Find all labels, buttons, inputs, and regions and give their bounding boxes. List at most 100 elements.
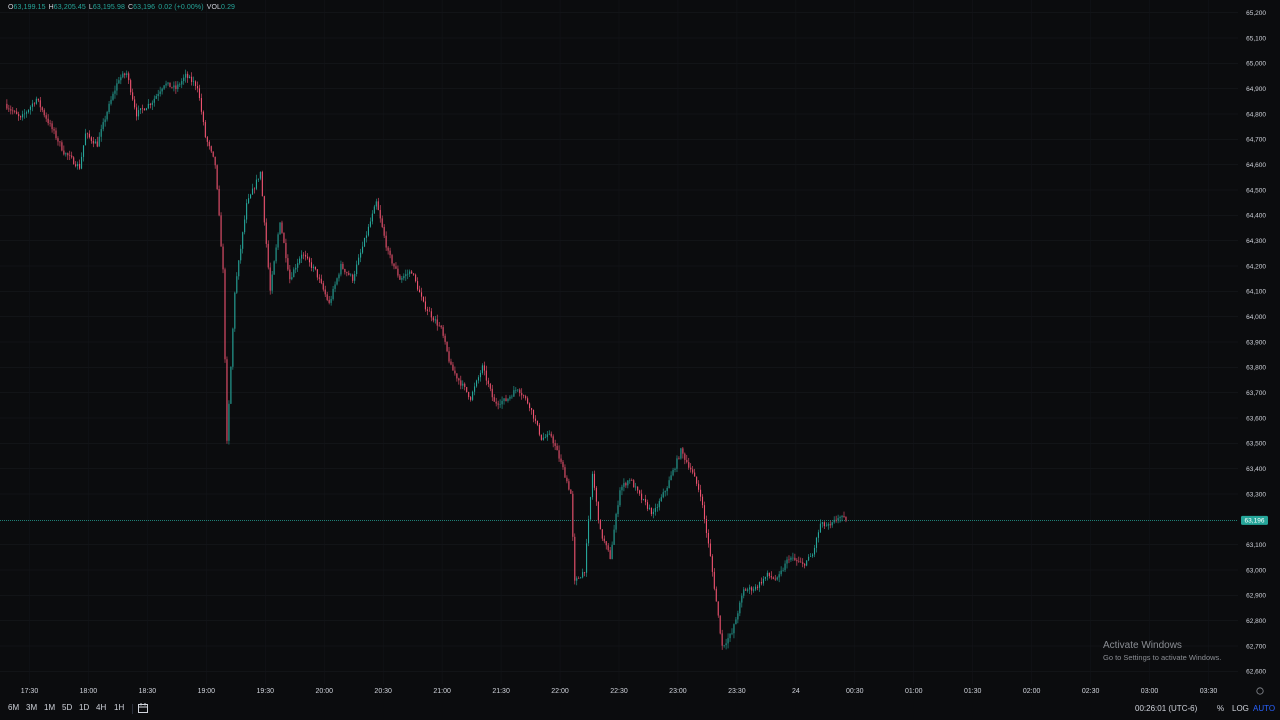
candle-up — [167, 82, 169, 84]
candle-up — [120, 77, 122, 81]
candle-down — [413, 273, 415, 275]
candle-up — [664, 491, 666, 493]
time-tick-label: 01:30 — [964, 688, 982, 695]
candle-down — [385, 235, 387, 248]
candle-up — [106, 112, 108, 120]
candle-down — [686, 459, 688, 463]
time-axis: 17:30 18:00 18:30 19:00 19:30 20:00 20:30 21:00… — [21, 688, 1218, 695]
candle-down — [124, 73, 126, 76]
price-tick-label: 63,400 — [1246, 466, 1266, 473]
candle-up — [546, 434, 548, 438]
candle-down — [267, 243, 269, 268]
axis-settings-icon[interactable] — [1256, 687, 1264, 695]
candle-down — [684, 453, 686, 460]
candle-up — [815, 537, 818, 548]
candle-down — [59, 141, 61, 143]
candle-down — [383, 226, 385, 236]
low-label: L — [88, 4, 93, 11]
calendar-range-icon[interactable] — [137, 702, 149, 714]
price-tick-label: 64,700 — [1246, 137, 1266, 144]
candle-up — [611, 544, 613, 559]
timeframe-1m[interactable]: 1M — [44, 703, 56, 712]
candle-up — [481, 365, 483, 373]
candle-down — [529, 403, 531, 409]
candle-down — [18, 114, 20, 117]
candles — [6, 69, 847, 650]
candle-down — [348, 273, 350, 275]
timeframe-4h[interactable]: 4H — [96, 703, 107, 712]
price-tick-label: 65,000 — [1246, 61, 1266, 68]
time-tick-label: 24 — [792, 688, 800, 695]
bottom-toolbar: 6M 3M 1M 5D 1D 4H 1H 00:26:01 (UTC-6) % … — [0, 700, 1280, 720]
candle-down — [352, 274, 354, 281]
candle-down — [633, 480, 635, 488]
candle-up — [727, 638, 729, 644]
candle-down — [391, 255, 393, 264]
low-value: 63,195.98 — [92, 4, 125, 11]
timeframe-1h[interactable]: 1H — [114, 703, 125, 712]
candle-down — [707, 532, 709, 544]
candle-down — [216, 165, 218, 190]
candle-down — [67, 153, 69, 156]
candle-down — [55, 130, 57, 139]
price-tick-label: 62,600 — [1246, 669, 1266, 676]
open-value: 63,199.15 — [13, 4, 46, 11]
timeframe-5d[interactable]: 5D — [62, 703, 73, 712]
candle-up — [821, 522, 823, 524]
candle-up — [340, 263, 342, 275]
candle-down — [393, 263, 395, 267]
time-tick-label: 01:00 — [905, 688, 923, 695]
timeframe-3m[interactable]: 3M — [26, 703, 38, 712]
candle-up — [279, 222, 281, 235]
candle-up — [151, 102, 153, 105]
candle-up — [778, 574, 780, 578]
candle-down — [646, 502, 649, 509]
price-tick-label: 63,100 — [1246, 542, 1266, 549]
candle-up — [629, 480, 631, 481]
candle-down — [709, 543, 711, 557]
volume-label: VOL — [206, 4, 222, 11]
candle-down — [464, 383, 466, 387]
candle-down — [306, 256, 309, 259]
candle-up — [587, 519, 590, 544]
candle-up — [369, 221, 371, 227]
candle-down — [641, 493, 643, 500]
candle-up — [240, 248, 242, 261]
clock-timezone[interactable]: 00:26:01 (UTC-6) — [1135, 704, 1198, 713]
price-tick-label: 64,100 — [1246, 289, 1266, 296]
candle-up — [24, 113, 26, 115]
candle-down — [444, 335, 446, 342]
candle-up — [576, 578, 578, 581]
candle-up — [336, 278, 338, 285]
candle-down — [194, 81, 197, 87]
candle-down — [16, 111, 18, 115]
auto-scale-toggle[interactable]: AUTO — [1253, 704, 1276, 713]
candle-down — [428, 310, 430, 312]
candle-up — [257, 178, 259, 180]
candle-up — [360, 252, 362, 258]
candle-up — [228, 403, 230, 441]
candle-up — [139, 108, 142, 111]
candle-down — [90, 137, 92, 141]
time-tick-label: 21:30 — [492, 688, 510, 695]
candle-down — [760, 582, 763, 584]
candle-down — [326, 294, 328, 300]
candle-down — [534, 418, 537, 421]
last-price-badge-bg — [1241, 515, 1268, 525]
candle-down — [446, 341, 448, 352]
timeframe-1d[interactable]: 1D — [79, 703, 90, 712]
time-tick-label: 17:30 — [21, 688, 39, 695]
close-value: 63,196 — [133, 4, 156, 11]
candle-down — [595, 487, 597, 502]
candle-down — [415, 274, 417, 282]
log-scale-toggle[interactable]: LOG — [1232, 704, 1249, 713]
time-tick-label: 20:30 — [374, 688, 392, 695]
candle-down — [57, 138, 59, 142]
candle-up — [236, 276, 238, 293]
candle-down — [701, 496, 704, 506]
timeframe-6m[interactable]: 6M — [8, 703, 20, 712]
percent-scale-toggle[interactable]: % — [1217, 704, 1225, 713]
candle-up — [619, 490, 621, 506]
candle-up — [776, 577, 778, 580]
